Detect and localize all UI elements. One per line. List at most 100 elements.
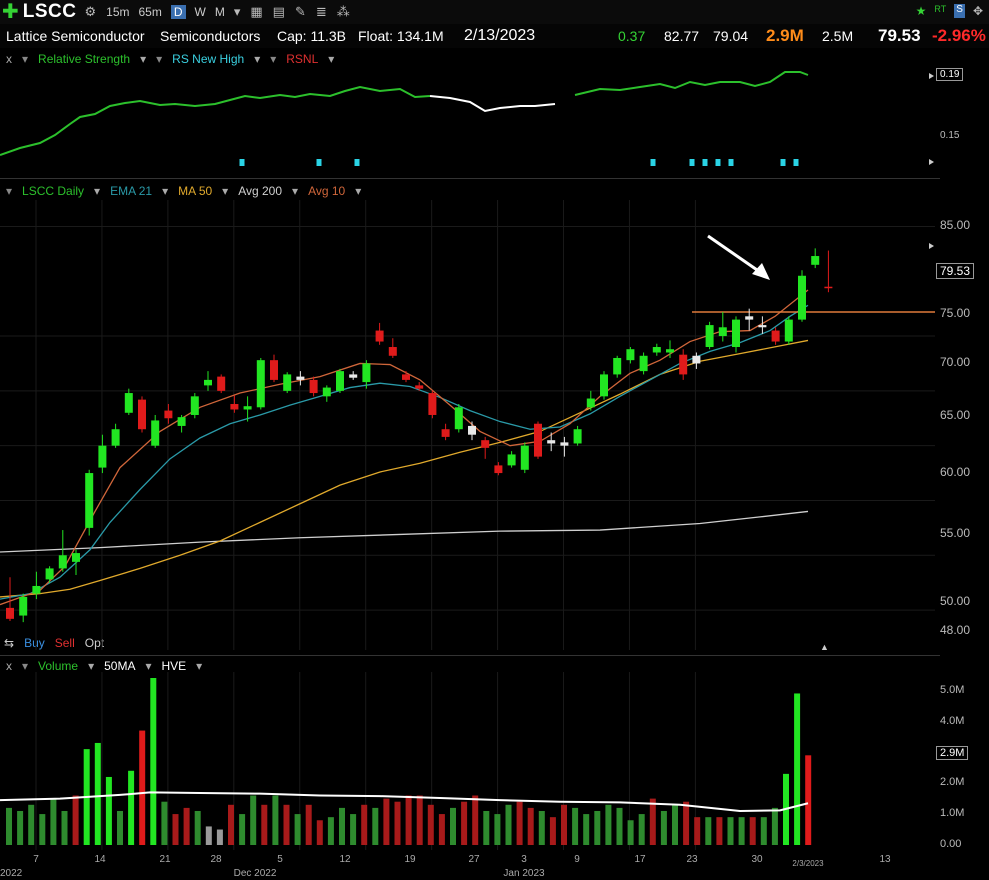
pane-divider [0, 655, 940, 656]
x-tick-label: 12 [339, 854, 351, 865]
link-icon[interactable]: ⇆ [4, 636, 15, 650]
buy-button[interactable]: Buy [24, 636, 45, 650]
candle-body [177, 417, 186, 426]
calculator-icon[interactable]: ▤ [272, 4, 285, 19]
candle-body [718, 327, 727, 337]
candle-body [349, 374, 358, 378]
volume-bar [339, 807, 345, 845]
timeframe-daily[interactable]: D [170, 5, 186, 19]
candle-body [454, 407, 463, 430]
volume-bar [583, 814, 590, 845]
float: Float: 134.1M [358, 28, 444, 44]
candle-body [190, 396, 199, 415]
avg200-label[interactable]: Avg 200 [238, 184, 283, 198]
share-icon[interactable]: ⁂ [336, 4, 350, 19]
volume-bar [128, 770, 135, 845]
market-cap: Cap: 11.3B [277, 28, 347, 44]
timeframe-65m[interactable]: 65m [138, 5, 162, 19]
rs-new-high-label[interactable]: RS New High [172, 52, 245, 66]
add-symbol-icon[interactable]: ✚ [2, 1, 19, 23]
volume-label[interactable]: Volume [38, 659, 79, 673]
candle-body [204, 379, 212, 386]
ema21-label[interactable]: EMA 21 [110, 184, 153, 198]
volume-bar [738, 817, 745, 845]
timeframe-weekly[interactable]: W [194, 5, 206, 19]
avg200-line [0, 510, 809, 553]
volume-pane-header: x ▾ Volume ▾ 50MA ▾ HVE ▾ [6, 659, 203, 673]
collapse-icon[interactable]: ▲ [820, 642, 829, 652]
rs-pane-close[interactable]: x [6, 52, 12, 66]
candle-body [666, 349, 674, 353]
daily-label[interactable]: LSCC Daily [22, 184, 85, 198]
low-value: 79.04 [713, 28, 749, 44]
hve-label[interactable]: HVE [161, 659, 187, 673]
rs-line [429, 95, 556, 113]
x-tick-label: 9 [574, 854, 580, 865]
volume-bar [283, 804, 290, 845]
avg10-label[interactable]: Avg 10 [308, 184, 346, 198]
vol-axis-1m: 1.0M [940, 807, 965, 819]
symbol-label[interactable]: LSCC [22, 1, 77, 22]
candle-body [560, 442, 569, 446]
ma50-label[interactable]: MA 50 [178, 184, 213, 198]
sp-icon[interactable]: S [954, 4, 965, 18]
volume-bar [683, 801, 690, 845]
volume-bar [660, 810, 667, 845]
candle-body [639, 355, 648, 372]
x-tick-label: 2022 [0, 868, 23, 879]
rs-pane-header: x ▾ Relative Strength ▾ ▾ RS New High ▾ ▾ … [6, 52, 335, 66]
volume-bar [17, 810, 24, 845]
x-tick-label: 13 [879, 854, 891, 865]
sell-button[interactable]: Sell [54, 636, 75, 650]
price-axis-55: 55.00 [940, 526, 971, 540]
timeframe-monthly[interactable]: M [214, 5, 225, 19]
vol-50ma-label[interactable]: 50MA [104, 659, 136, 673]
chart-type-icon[interactable]: ▾ [233, 4, 241, 19]
candle-body [600, 374, 608, 397]
rsnl-label[interactable]: RSNL [286, 52, 319, 66]
candle-body [428, 393, 437, 415]
rs-new-high-marker [728, 159, 734, 166]
volume-bar [494, 814, 501, 845]
volume-bar [505, 804, 512, 845]
volume-bar [105, 776, 112, 845]
pencil-icon[interactable]: ✎ [294, 4, 306, 19]
rs-new-high-marker [650, 159, 656, 166]
star-icon[interactable]: ★ [915, 4, 927, 18]
settings-icon[interactable]: ✥ [972, 4, 983, 18]
candle-body [217, 376, 226, 391]
candle-body [520, 445, 529, 470]
realtime-icon[interactable]: RT [934, 4, 947, 14]
volume-bar [83, 749, 90, 845]
timeframe-15m[interactable]: 15m [106, 5, 130, 19]
candle-body [6, 607, 14, 619]
candle-body [758, 325, 767, 328]
rs-label[interactable]: Relative Strength [38, 52, 131, 66]
candle-body [111, 429, 120, 446]
volume-bar [305, 804, 312, 845]
volume-bar [616, 807, 623, 845]
price-pane-header: ▾ LSCC Daily ▾ EMA 21 ▾ MA 50 ▾ Avg 200 ▾ Av… [6, 184, 362, 198]
volume-bar [316, 820, 323, 845]
candle-body [362, 363, 371, 383]
candle-body [586, 398, 595, 408]
rs-new-high-marker [239, 159, 245, 166]
candle-body [573, 429, 582, 444]
volume-bar [216, 829, 223, 845]
price-tag: 79.53 [936, 263, 975, 279]
x-tick-label: 7 [33, 854, 39, 865]
volume-bar [205, 826, 212, 845]
company-name: Lattice Semiconductor [6, 28, 145, 44]
ma50-line [0, 339, 809, 598]
volume-bar [194, 810, 201, 845]
candle-body [309, 379, 318, 394]
calendar-icon[interactable]: ▦ [250, 4, 263, 19]
candle-body [402, 374, 410, 380]
compare-icon[interactable]: ⚙ [84, 4, 97, 19]
candle-body [243, 406, 252, 410]
volume-pane-close[interactable]: x [6, 659, 12, 673]
list-icon[interactable]: ≣ [315, 4, 327, 19]
options-button[interactable]: Opt [84, 636, 105, 650]
